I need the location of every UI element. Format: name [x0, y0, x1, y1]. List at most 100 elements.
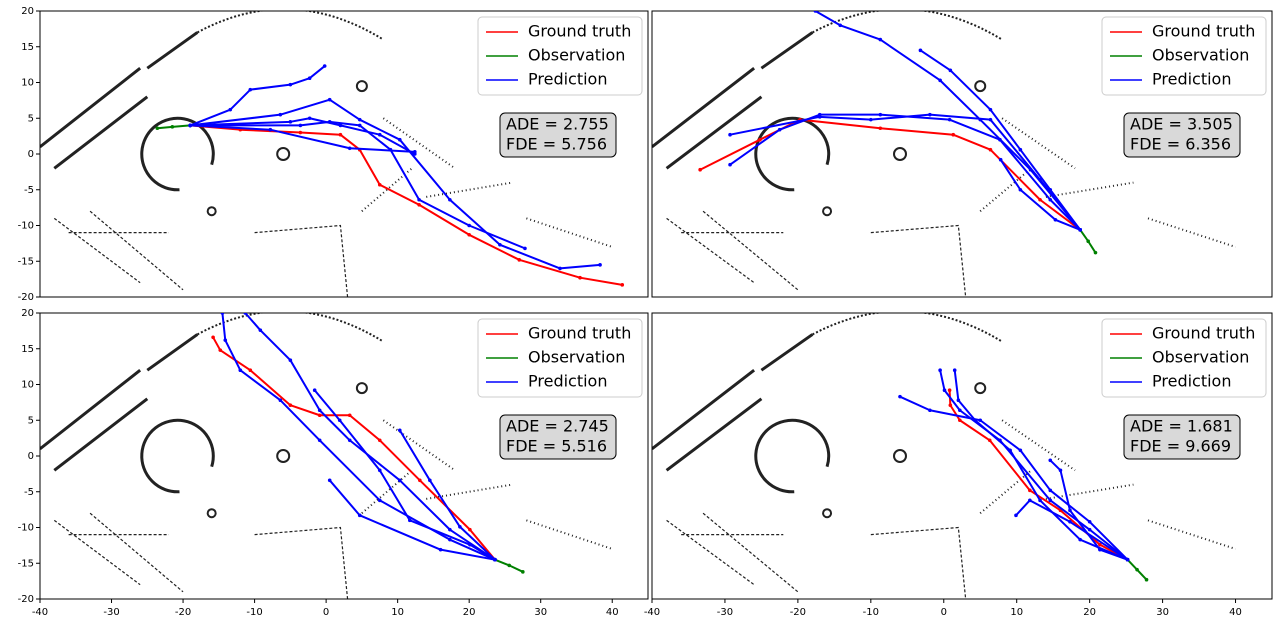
trajectory — [213, 337, 495, 559]
map-pillar — [894, 450, 906, 462]
trajectory-point — [523, 247, 527, 251]
legend-label: Observation — [1152, 46, 1249, 65]
x-tick-label: -40 — [644, 607, 660, 618]
trajectory-point — [358, 118, 362, 122]
map-wall — [756, 420, 829, 492]
subplot: Ground truthObservationPredictionADE = 3… — [652, 9, 1272, 297]
trajectory-point — [243, 311, 247, 315]
map-wall — [54, 211, 347, 297]
x-tick-label: -20 — [790, 607, 806, 618]
trajectory-point — [578, 276, 582, 280]
plot-lines — [898, 368, 1148, 581]
trajectory-point — [938, 79, 942, 83]
y-tick-label: 20 — [21, 6, 34, 17]
trajectory-point — [1078, 228, 1082, 232]
trajectory-point — [898, 395, 902, 399]
annotation-text: ADE = 1.681 — [1130, 417, 1233, 436]
trajectory-point — [328, 98, 332, 102]
y-tick-label: 5 — [28, 113, 34, 124]
map-wall — [812, 311, 1002, 342]
annotation-text: ADE = 2.745 — [506, 417, 609, 436]
trajectory-point — [498, 243, 502, 247]
trajectory-point — [1088, 520, 1092, 524]
trajectory — [900, 397, 1128, 560]
annotation-text: ADE = 2.755 — [506, 115, 609, 134]
map-wall — [142, 118, 214, 189]
trajectory-point — [958, 408, 962, 412]
map-pillar — [357, 81, 367, 91]
x-tick-label: 0 — [323, 607, 329, 618]
map-wall — [54, 513, 347, 599]
trajectory-point — [467, 233, 471, 237]
x-tick-label: 10 — [1010, 607, 1023, 618]
map-wall — [667, 513, 966, 599]
trajectory-point — [328, 120, 332, 124]
trajectory-point — [879, 38, 883, 42]
trajectory-point — [417, 203, 421, 207]
trajectory-point — [879, 113, 883, 117]
x-tick-label: -10 — [863, 607, 879, 618]
trajectory-point — [1048, 188, 1052, 192]
trajectory-point — [328, 479, 332, 483]
trajectory-point — [458, 525, 462, 529]
trajectory-point — [468, 528, 472, 532]
x-tick-label: 40 — [606, 607, 619, 618]
trajectory-point — [838, 24, 842, 28]
y-tick-label: 20 — [21, 308, 34, 319]
trajectory-point — [1135, 568, 1139, 572]
trajectory-point — [943, 388, 947, 392]
trajectory-point — [156, 126, 160, 130]
trajectory-point — [1048, 198, 1052, 202]
map-pillar — [277, 148, 289, 160]
map-pillar — [208, 509, 216, 517]
trajectory-point — [1019, 448, 1023, 452]
trajectory-point — [289, 358, 293, 362]
trajectory-point — [493, 558, 497, 562]
y-tick-label: 10 — [21, 380, 34, 391]
trajectory-point — [978, 418, 982, 422]
trajectory-point — [1038, 499, 1042, 503]
x-tick-label: 30 — [534, 607, 547, 618]
trajectory-point — [248, 368, 252, 372]
x-tick-label: 20 — [1083, 607, 1096, 618]
trajectory-point — [318, 413, 322, 417]
trajectory-point — [598, 263, 602, 267]
map-pillar — [208, 207, 216, 215]
trajectory-point — [448, 198, 452, 202]
trajectory-point — [1088, 528, 1092, 532]
trajectory-point — [989, 118, 993, 122]
map-wall — [40, 334, 197, 470]
trajectory-point — [978, 118, 982, 122]
x-tick-label: 30 — [1156, 607, 1169, 618]
trajectory-point — [348, 146, 352, 150]
trajectory-point — [398, 138, 402, 142]
map-pillar — [975, 383, 985, 393]
trajectory-point — [378, 499, 382, 503]
trajectory-point — [323, 64, 327, 68]
map-wall — [652, 32, 812, 168]
map-wall — [667, 211, 966, 297]
trajectory-point — [299, 124, 303, 128]
trajectory — [955, 370, 1128, 559]
trajectory-point — [269, 128, 273, 132]
annotation-text: FDE = 9.669 — [1130, 437, 1231, 456]
annotation-text: FDE = 5.756 — [506, 135, 607, 154]
trajectory-point — [919, 49, 923, 53]
trajectory-point — [778, 128, 782, 132]
trajectory-point — [223, 338, 227, 342]
trajectory-point — [928, 113, 932, 117]
trajectory-point — [259, 328, 263, 332]
legend-label: Prediction — [1152, 372, 1231, 391]
y-tick-label: -10 — [18, 523, 34, 534]
trajectory-point — [953, 368, 957, 372]
trajectory-point — [957, 398, 961, 402]
trajectory-point — [1028, 489, 1032, 493]
plot-lines — [156, 64, 625, 286]
y-tick-label: -5 — [24, 185, 34, 196]
y-tick-label: 15 — [21, 344, 34, 355]
trajectory-point — [188, 124, 192, 128]
trajectory-point — [1068, 509, 1072, 513]
trajectory-point — [951, 133, 955, 137]
legend-label: Observation — [528, 348, 625, 367]
